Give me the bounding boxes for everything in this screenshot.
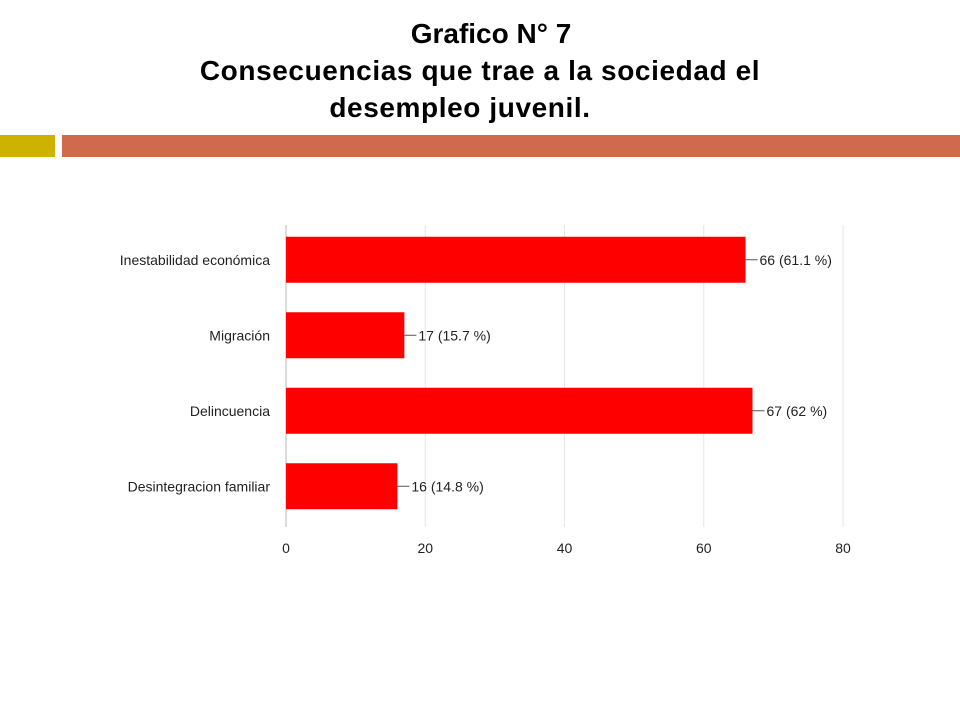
x-tick-label: 60 xyxy=(696,540,712,556)
bar xyxy=(286,463,398,510)
x-tick-label: 20 xyxy=(417,540,433,556)
title-line-2: Consecuencias que trae a la sociedad el xyxy=(199,55,761,86)
x-tick-label: 80 xyxy=(835,540,851,556)
category-label: Migración xyxy=(209,327,270,343)
title-line-3: desempleo juvenil. xyxy=(329,92,591,123)
data-label: 67 (62 %) xyxy=(766,403,827,419)
data-label: 66 (61.1 %) xyxy=(760,252,832,268)
bar xyxy=(286,236,746,283)
x-tick-label: 40 xyxy=(557,540,573,556)
data-label: 16 (14.8 %) xyxy=(411,478,483,494)
category-label: Desintegracion familiar xyxy=(128,478,271,494)
decorative-accent-block xyxy=(0,135,55,157)
bar xyxy=(286,312,405,359)
decorative-header-band xyxy=(62,135,960,157)
title-line-1: Grafico N° 7 xyxy=(410,18,572,49)
category-label: Inestabilidad económica xyxy=(120,252,270,268)
data-label: 17 (15.7 %) xyxy=(418,327,490,343)
category-label: Delincuencia xyxy=(190,403,270,419)
slide-title: Grafico N° 7 Consecuencias que trae a la… xyxy=(0,16,960,126)
x-tick-label: 0 xyxy=(282,540,290,556)
bar xyxy=(286,387,753,434)
